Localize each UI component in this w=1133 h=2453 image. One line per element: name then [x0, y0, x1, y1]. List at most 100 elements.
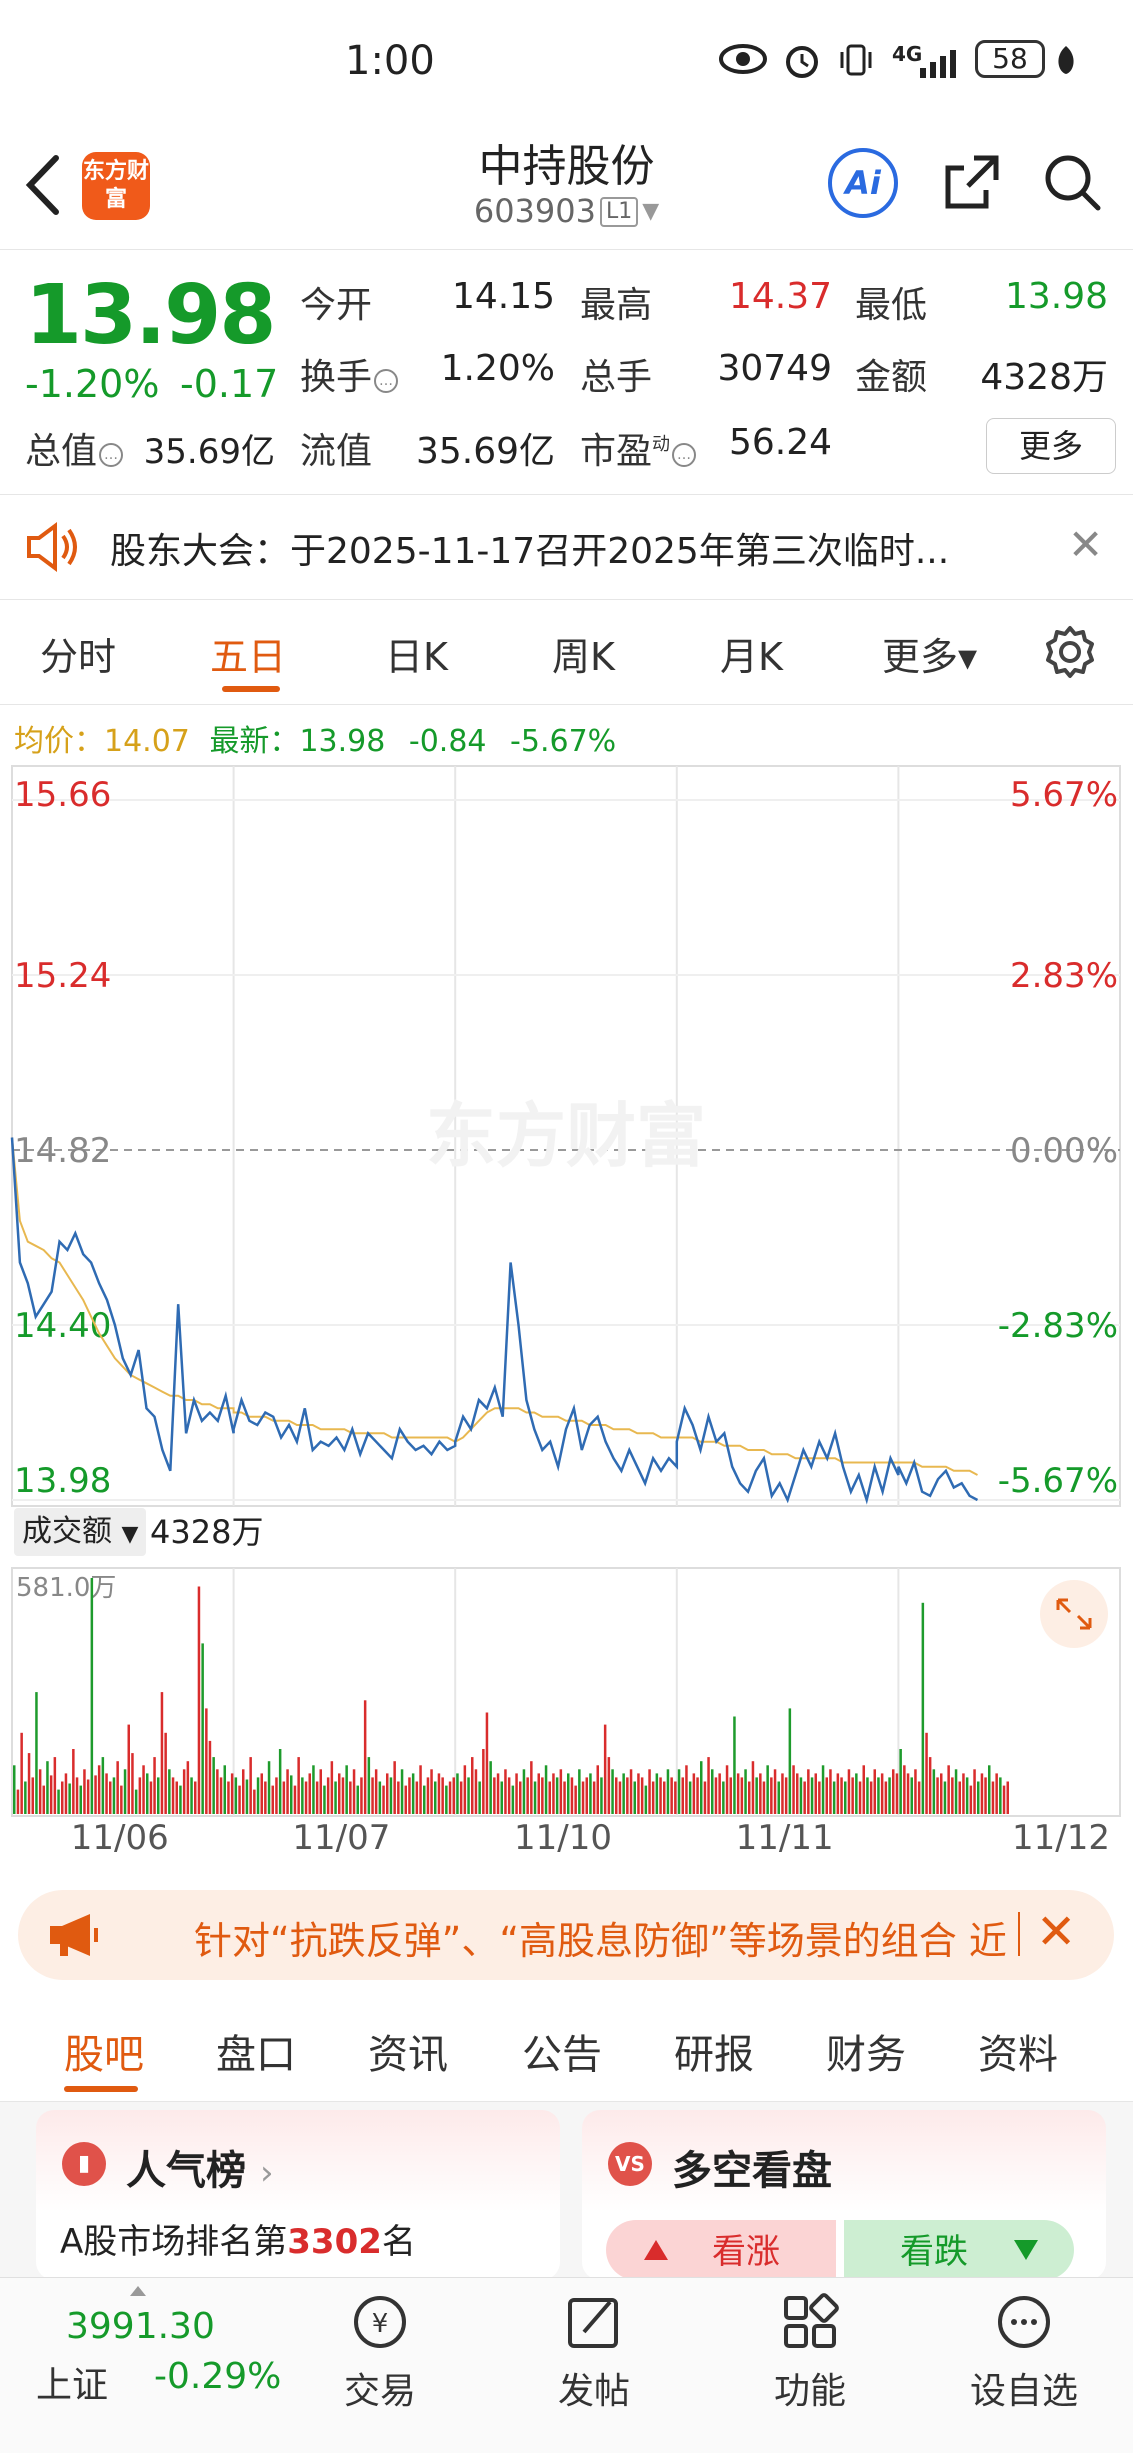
- volume-bar: [367, 1757, 371, 1814]
- tab-announcements[interactable]: 公告: [522, 2032, 602, 2078]
- volume-chart[interactable]: 581.0万: [0, 1560, 1133, 1820]
- nav-trade[interactable]: ¥ 交易: [320, 2292, 440, 2414]
- pe-value: 56.24: [728, 422, 832, 463]
- volume-bar: [352, 1769, 356, 1814]
- volume-bar: [160, 1692, 164, 1814]
- popularity-card[interactable]: ▮ 人气榜 › A股市场排名第3302名: [36, 2110, 560, 2280]
- volume-bar: [278, 1749, 282, 1814]
- volume-bar: [574, 1785, 577, 1814]
- volume-bar: [736, 1773, 740, 1814]
- volume-bar: [962, 1773, 965, 1814]
- expand-button[interactable]: [1040, 1580, 1108, 1648]
- volume-bar: [578, 1769, 581, 1814]
- x-tick-label: 11/11: [735, 1818, 834, 1858]
- bullish-button[interactable]: [606, 2220, 836, 2280]
- volume-bar: [522, 1769, 526, 1814]
- tab-forum[interactable]: 股吧: [64, 2032, 144, 2078]
- volume-bar: [326, 1777, 330, 1814]
- volume-bar: [563, 1781, 566, 1814]
- volume-bar: [622, 1773, 625, 1814]
- y-tick-label: 14.40: [14, 1306, 111, 1346]
- expand-icon: [1056, 1598, 1092, 1630]
- tab-intraday[interactable]: 分时: [40, 635, 117, 679]
- volume-bar: [256, 1777, 260, 1814]
- tab-orderbook[interactable]: 盘口: [216, 2032, 296, 2078]
- stock-code-row[interactable]: 603903 L1 ▼: [0, 192, 1133, 230]
- volume-bar: [334, 1781, 337, 1814]
- volume-bar: [374, 1769, 378, 1814]
- volume-bar: [958, 1781, 961, 1814]
- tab-news[interactable]: 资讯: [368, 2032, 448, 2078]
- pe-label[interactable]: 市盈动…: [580, 422, 697, 474]
- mktcap-label[interactable]: 总值…: [25, 422, 124, 474]
- volume-bar: [112, 1777, 116, 1814]
- bearish-button[interactable]: [844, 2220, 1074, 2280]
- chevron-left-icon: [25, 155, 59, 215]
- nav-post[interactable]: 发帖: [534, 2292, 654, 2414]
- volume-bar: [120, 1785, 123, 1814]
- volume-bar: [914, 1769, 917, 1814]
- volume-bar: [910, 1777, 913, 1814]
- volume-bar: [544, 1765, 548, 1814]
- close-icon[interactable]: ✕: [1036, 1904, 1077, 1960]
- more-button[interactable]: 更多: [986, 418, 1116, 474]
- tab-profile[interactable]: 资料: [978, 2032, 1058, 2078]
- volume-bar: [917, 1781, 921, 1814]
- nav-watchlist[interactable]: 设自选: [964, 2292, 1084, 2414]
- volume-bar: [615, 1777, 618, 1814]
- promo-banner[interactable]: 针对“抗跌反弹”、“高股息防御”等场景的组合 近 ✕: [18, 1890, 1114, 1980]
- gear-icon[interactable]: [1040, 622, 1100, 682]
- volume-bar: [773, 1769, 777, 1814]
- volume-bar: [489, 1761, 492, 1814]
- volume-bar: [146, 1773, 149, 1814]
- tab-more[interactable]: 更多▾: [882, 635, 978, 679]
- close-icon[interactable]: ✕: [1068, 520, 1104, 569]
- date-axis: 11/06 11/07 11/10 11/11 11/12: [0, 1818, 1133, 1868]
- long-short-card[interactable]: VS 多空看盘 看涨 看跌: [582, 2110, 1106, 2280]
- tab-finance[interactable]: 财务: [826, 2032, 906, 2078]
- volume-bar: [906, 1773, 910, 1814]
- volume-bar: [866, 1777, 869, 1814]
- volume-bar: [94, 1775, 97, 1814]
- volume-bar: [504, 1769, 507, 1814]
- search-icon[interactable]: [1040, 150, 1104, 214]
- volume-bar: [378, 1781, 382, 1814]
- volume-bar: [936, 1777, 939, 1814]
- volume-bar: [197, 1586, 201, 1814]
- volume-bar: [423, 1785, 426, 1814]
- stock-name: 中持股份: [478, 141, 655, 192]
- tab-weekly-k[interactable]: 周K: [552, 635, 615, 679]
- volume-bar: [759, 1773, 762, 1814]
- volume-bar: [415, 1781, 419, 1814]
- tab-five-day[interactable]: 五日: [210, 635, 287, 679]
- mktcap-value: 35.69亿: [143, 432, 275, 472]
- bullish-label: 看涨: [712, 2232, 780, 2272]
- volume-bar: [219, 1777, 223, 1814]
- volume-bar: [559, 1769, 563, 1814]
- volume-bar: [548, 1781, 551, 1814]
- tab-research[interactable]: 研报: [674, 2032, 754, 2078]
- five-day-price-chart[interactable]: 东方财富 15.66 15.24 14.82 14.40 13.98 5.67% 2.83…: [0, 760, 1133, 1520]
- level-badge: L1: [599, 197, 639, 227]
- back-button[interactable]: [20, 150, 70, 220]
- share-icon[interactable]: [940, 150, 1004, 214]
- promo-divider: [1018, 1912, 1020, 1956]
- volume-bar: [109, 1781, 112, 1814]
- nav-function[interactable]: 功能: [750, 2292, 870, 2414]
- turnover-label[interactable]: 换手…: [300, 348, 399, 400]
- volume-bar: [744, 1769, 747, 1814]
- volume-bar: [131, 1753, 134, 1814]
- volume-bar: [648, 1769, 651, 1814]
- triangle-up-icon: [644, 2240, 668, 2260]
- ai-button[interactable]: Ai: [828, 148, 898, 218]
- volume-selector[interactable]: 成交额 ▼: [14, 1508, 147, 1556]
- volume-bar: [943, 1781, 947, 1814]
- volume-frame: [11, 1567, 1121, 1817]
- tab-daily-k[interactable]: 日K: [385, 635, 448, 679]
- volume-bar: [925, 1732, 928, 1814]
- volume-bar: [640, 1777, 644, 1814]
- notice-bar[interactable]: 股东大会：于2025-11-17召开2025年第三次临时... ✕: [0, 496, 1133, 600]
- tab-monthly-k[interactable]: 月K: [720, 635, 783, 679]
- svg-text:¥: ¥: [372, 2309, 389, 2339]
- volume-bar: [762, 1781, 766, 1814]
